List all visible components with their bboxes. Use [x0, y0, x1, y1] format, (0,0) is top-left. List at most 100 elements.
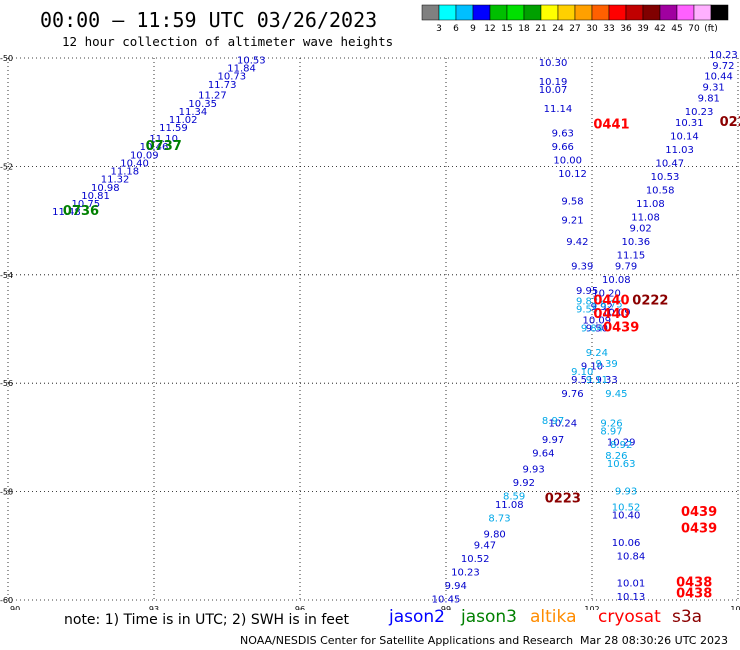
colorbar-swatch	[557, 4, 576, 21]
wave-height-label: 9.81	[698, 93, 720, 104]
wave-height-label: 9.02	[630, 223, 652, 234]
wave-height-label: 9.11	[586, 375, 608, 386]
wave-height-label: 9.31	[703, 83, 725, 94]
wave-height-label: 10.63	[607, 459, 636, 470]
wave-height-label: 8.73	[488, 513, 510, 524]
wave-height-label: 9.39	[571, 261, 593, 272]
wave-height-label: 9.45	[605, 389, 627, 400]
wave-height-label: 10.30	[539, 58, 568, 69]
wave-height-label: 10.24	[548, 419, 577, 430]
wave-height-label: 11.59	[159, 123, 188, 134]
wave-height-label: 9.47	[474, 541, 496, 552]
colorbar-swatch	[710, 4, 729, 21]
wave-height-label: 11.73	[208, 80, 237, 91]
wave-height-label: 10.00	[553, 156, 582, 167]
pass-time-label: 0439	[681, 521, 717, 536]
colorbar-label: 36	[620, 24, 632, 34]
wave-height-label: 8.97	[600, 427, 622, 438]
wave-height-label: 10.75	[72, 199, 101, 210]
wave-height-label: 9.94	[445, 581, 467, 592]
wave-height-label: 9.92	[591, 302, 613, 313]
wave-height-label: 10.40	[612, 511, 641, 522]
pass-time-label: 0441	[593, 117, 629, 132]
colorbar-label: 3	[436, 24, 442, 34]
wave-height-label: 10.19	[539, 77, 568, 88]
wave-height-label: 9.58	[561, 196, 583, 207]
note-text: note: 1) Time is in UTC; 2) SWH is in fe…	[64, 612, 350, 628]
colorbar-label: 27	[569, 24, 580, 34]
wave-height-label: 10.12	[558, 169, 587, 180]
colorbar-swatch	[540, 4, 559, 21]
colorbar-label: 45	[671, 24, 682, 34]
colorbar-swatch	[625, 4, 644, 21]
legend-altika: altika	[530, 607, 577, 627]
wave-height-label: 11.08	[495, 500, 524, 511]
wave-height-label: 10.23	[685, 107, 714, 118]
pass-time-label: 0737	[146, 139, 182, 154]
y-tick-label: -50	[0, 54, 13, 63]
wave-height-label: 9.97	[542, 435, 564, 446]
page-title: 00:00 – 11:59 UTC 03/26/2023	[40, 8, 378, 32]
page-subtitle: 12 hour collection of altimeter wave hei…	[62, 34, 394, 49]
wave-height-label: 11.84	[227, 64, 256, 75]
wave-height-label: 9.21	[561, 215, 583, 226]
wave-height-label: 10.01	[617, 578, 646, 589]
x-tick-label: 105	[730, 605, 740, 610]
wave-height-label: 10.52	[461, 554, 490, 565]
wave-height-label: 10.23	[709, 50, 738, 61]
colorbar-label: 12	[484, 24, 495, 34]
colorbar-swatch	[608, 4, 627, 21]
x-tick-label: 90	[10, 605, 20, 610]
y-tick-label: -54	[0, 271, 13, 280]
wave-height-label: 11.15	[617, 251, 646, 262]
wave-height-label: 9.72	[712, 61, 734, 72]
wave-height-label: 10.36	[621, 237, 650, 248]
colorbar-swatch	[574, 4, 593, 21]
wave-height-label: 10.52	[612, 503, 641, 514]
y-tick-label: -60	[0, 596, 13, 605]
colorbar-label: 33	[603, 24, 614, 34]
colorbar-label: 39	[637, 24, 649, 34]
colorbar-label: (ft)	[704, 24, 718, 34]
wave-height-label: 10.53	[237, 55, 266, 66]
wave-height-label: 8.75	[600, 299, 622, 310]
wave-height-label: 10.09	[602, 307, 631, 318]
wave-height-label: 10.29	[607, 438, 636, 449]
wave-height-label: 11.32	[101, 175, 130, 186]
wave-height-label: 9.33	[595, 375, 617, 386]
wave-height-label: 10.53	[651, 172, 680, 183]
wave-height-label: 9.82	[576, 297, 598, 308]
legend-jason3: jason3	[461, 607, 517, 627]
colorbar-label: 70	[688, 24, 700, 34]
pass-time-label: 0438	[676, 575, 712, 590]
wave-height-label: 9.66	[552, 142, 574, 153]
colorbar-label: 42	[654, 24, 665, 34]
y-tick-label: -56	[0, 379, 13, 388]
wave-height-label: 10.13	[617, 592, 646, 603]
colorbar-swatch	[523, 4, 542, 21]
wave-height-label: 9.10	[581, 362, 603, 373]
wave-height-label: 10.09	[583, 316, 612, 327]
wave-height-label: 9.50	[586, 324, 608, 335]
wave-height-label: 9.93	[615, 486, 637, 497]
wave-height-label: 11.08	[631, 213, 660, 224]
wave-height-label: 10.45	[432, 595, 461, 606]
colorbar-swatch	[506, 4, 525, 21]
wave-height-label: 10.73	[218, 72, 247, 83]
wave-height-label: 9.26	[600, 419, 622, 430]
wave-height-label: 9.39	[595, 359, 617, 370]
wave-height-label: 9.92	[513, 478, 535, 489]
wave-height-label: 9.76	[561, 389, 583, 400]
colorbar-label: 30	[586, 24, 598, 34]
wave-height-label: 9.55	[576, 305, 598, 316]
pass-time-label: 0222	[632, 294, 668, 309]
wave-height-label: 10.08	[602, 275, 631, 286]
y-tick-label: -58	[0, 488, 13, 497]
wave-height-label: 10.07	[539, 85, 568, 96]
colorbar-label: 21	[535, 24, 546, 34]
wave-height-map: 3 6 9 12 15 18 21 24 27 30 33 36 39 42 45 70 (ft)90 93 96 9…	[0, 4, 740, 610]
wave-height-label: 11.18	[110, 167, 139, 178]
wave-height-label: 10.40	[120, 158, 149, 169]
colorbar-swatch	[693, 4, 712, 21]
wave-height-label: 10.31	[675, 118, 704, 129]
